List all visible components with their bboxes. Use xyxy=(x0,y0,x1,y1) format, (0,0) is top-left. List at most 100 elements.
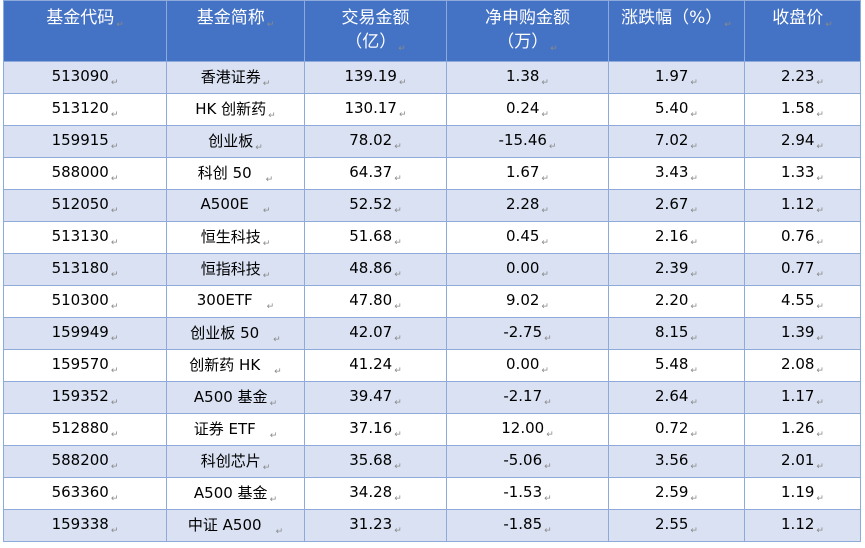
net-subscription-value: 9.02 xyxy=(506,291,540,309)
trade-volume-cell: 52.52 ↵ xyxy=(304,189,447,222)
change-percent-cell: 3.56 ↵ xyxy=(608,445,745,478)
net-subscription-cell: 1.38 ↵ xyxy=(446,61,609,94)
table-row: 510300 ↵ 300ETF ↵ 47.80 ↵ 9.02 ↵ 2.20 ↵ 4.55 ↵ xyxy=(3,285,861,318)
close-price-value: 0.76 xyxy=(781,227,815,245)
close-price-cell: 1.12 ↵ xyxy=(744,509,861,542)
trade-volume-cell: 78.02 ↵ xyxy=(304,125,447,158)
paragraph-mark-icon: ↵ xyxy=(116,20,124,30)
close-price-cell: 1.19 ↵ xyxy=(744,477,861,510)
table-row: 512050 ↵ A500E ↵ 52.52 ↵ 2.28 ↵ 2.67 ↵ 1.12 ↵ xyxy=(3,189,861,222)
table-row: 159338 ↵ 中证 A500 ↵ 31.23 ↵ -1.85 ↵ 2.55 ↵ 1.12 ↵ xyxy=(3,509,861,542)
paragraph-mark-icon: ↵ xyxy=(269,495,278,505)
close-price-cell: 2.23 ↵ xyxy=(744,61,861,94)
close-price-cell: 1.17 ↵ xyxy=(744,381,861,414)
fund-code-value: 588000 xyxy=(51,163,109,181)
change-percent-value: 3.56 xyxy=(655,451,689,469)
paragraph-mark-icon: ↵ xyxy=(690,494,698,504)
fund-code-cell: 588200 ↵ xyxy=(3,445,167,478)
fund-code-value: 513090 xyxy=(51,67,109,85)
paragraph-mark-icon: ↵ xyxy=(398,44,406,54)
paragraph-mark-icon: ↵ xyxy=(262,463,271,473)
paragraph-mark-icon: ↵ xyxy=(816,366,824,376)
change-percent-value: 0.72 xyxy=(655,419,689,437)
paragraph-mark-icon: ↵ xyxy=(110,526,119,536)
net-subscription-cell: -2.75 ↵ xyxy=(446,317,609,350)
trade-volume-value: 42.07 xyxy=(349,323,393,341)
table-row: 513180 ↵ 恒指科技 ↵ 48.86 ↵ 0.00 ↵ 2.39 ↵ 0.77 ↵ xyxy=(3,253,861,286)
close-price-value: 1.33 xyxy=(781,163,815,181)
change-percent-cell: 5.40 ↵ xyxy=(608,93,745,126)
close-price-value: 2.08 xyxy=(781,355,815,373)
trade-volume-value: 35.68 xyxy=(349,451,393,469)
paragraph-mark-icon: ↵ xyxy=(265,175,274,185)
change-percent-value: 2.16 xyxy=(655,227,689,245)
fund-code-cell: 513130 ↵ xyxy=(3,221,167,254)
change-percent-cell: 1.97 ↵ xyxy=(608,61,745,94)
paragraph-mark-icon: ↵ xyxy=(394,526,402,536)
change-percent-cell: 5.48 ↵ xyxy=(608,349,745,382)
paragraph-mark-icon: ↵ xyxy=(544,526,552,536)
change-percent-value: 1.97 xyxy=(655,67,689,85)
paragraph-mark-icon: ↵ xyxy=(110,270,119,280)
close-price-value: 2.23 xyxy=(781,67,815,85)
fund-code-cell: 563360 ↵ xyxy=(3,477,167,510)
header-fund-code: 基金代码 ↵ xyxy=(3,0,167,62)
close-price-value: 4.55 xyxy=(781,291,815,309)
trade-volume-value: 48.86 xyxy=(349,259,393,277)
close-price-cell: 1.58 ↵ xyxy=(744,93,861,126)
paragraph-mark-icon: ↵ xyxy=(816,302,824,312)
net-subscription-cell: -15.46 ↵ xyxy=(446,125,609,158)
paragraph-mark-icon: ↵ xyxy=(816,142,824,152)
fund-name-value: A500E xyxy=(200,195,249,213)
trade-volume-value: 78.02 xyxy=(349,131,393,149)
paragraph-mark-icon: ↵ xyxy=(690,302,698,312)
fund-name-value: 科创芯片 xyxy=(200,452,261,470)
paragraph-mark-icon: ↵ xyxy=(269,399,278,409)
fund-name-cell: 恒生科技 ↵ xyxy=(166,221,305,254)
paragraph-mark-icon: ↵ xyxy=(690,526,698,536)
fund-code-cell: 159570 ↵ xyxy=(3,349,167,382)
trade-volume-cell: 42.07 ↵ xyxy=(304,317,447,350)
fund-table: 基金代码 ↵ 基金简称 ↵ 交易金额 （亿） ↵ 净申购金额 （万） ↵ 涨跌幅（%） ↵ 收… xyxy=(3,0,861,542)
paragraph-mark-icon: ↵ xyxy=(816,462,824,472)
header-net-subscription-label: 净申购金额 xyxy=(485,8,570,28)
change-percent-value: 5.48 xyxy=(655,355,689,373)
net-subscription-cell: -2.17 ↵ xyxy=(446,381,609,414)
close-price-cell: 0.77 ↵ xyxy=(744,253,861,286)
trade-volume-cell: 139.19 ↵ xyxy=(304,61,447,94)
trade-volume-value: 64.37 xyxy=(349,163,393,181)
fund-code-value: 159570 xyxy=(51,355,109,373)
paragraph-mark-icon: ↵ xyxy=(110,78,119,88)
trade-volume-cell: 39.47 ↵ xyxy=(304,381,447,414)
change-percent-cell: 8.15 ↵ xyxy=(608,317,745,350)
paragraph-mark-icon: ↵ xyxy=(690,78,698,88)
fund-code-value: 512050 xyxy=(51,195,109,213)
paragraph-mark-icon: ↵ xyxy=(541,302,549,312)
header-close-price-label: 收盘价 xyxy=(772,8,824,28)
paragraph-mark-icon: ↵ xyxy=(825,20,833,30)
change-percent-cell: 2.67 ↵ xyxy=(608,189,745,222)
fund-name-value: A500 基金 xyxy=(193,484,268,502)
header-fund-name-label: 基金简称 xyxy=(196,8,265,28)
paragraph-mark-icon: ↵ xyxy=(690,430,698,440)
close-price-value: 1.26 xyxy=(781,419,815,437)
header-fund-code-label: 基金代码 xyxy=(46,8,115,28)
net-subscription-value: -2.75 xyxy=(503,323,543,341)
change-percent-value: 2.59 xyxy=(655,483,689,501)
paragraph-mark-icon: ↵ xyxy=(816,334,824,344)
net-subscription-cell: 0.00 ↵ xyxy=(446,253,609,286)
change-percent-cell: 2.59 ↵ xyxy=(608,477,745,510)
paragraph-mark-icon: ↵ xyxy=(110,398,119,408)
header-net-subscription: 净申购金额 （万） ↵ xyxy=(446,0,609,62)
close-price-cell: 2.08 ↵ xyxy=(744,349,861,382)
paragraph-mark-icon: ↵ xyxy=(690,270,698,280)
fund-name-cell: A500 基金 ↵ xyxy=(166,381,305,414)
change-percent-cell: 2.20 ↵ xyxy=(608,285,745,318)
net-subscription-value: 1.67 xyxy=(506,163,540,181)
trade-volume-cell: 51.68 ↵ xyxy=(304,221,447,254)
trade-volume-value: 47.80 xyxy=(349,291,393,309)
paragraph-mark-icon: ↵ xyxy=(816,270,824,280)
paragraph-mark-icon: ↵ xyxy=(544,334,552,344)
paragraph-mark-icon: ↵ xyxy=(690,174,698,184)
paragraph-mark-icon: ↵ xyxy=(262,79,271,89)
